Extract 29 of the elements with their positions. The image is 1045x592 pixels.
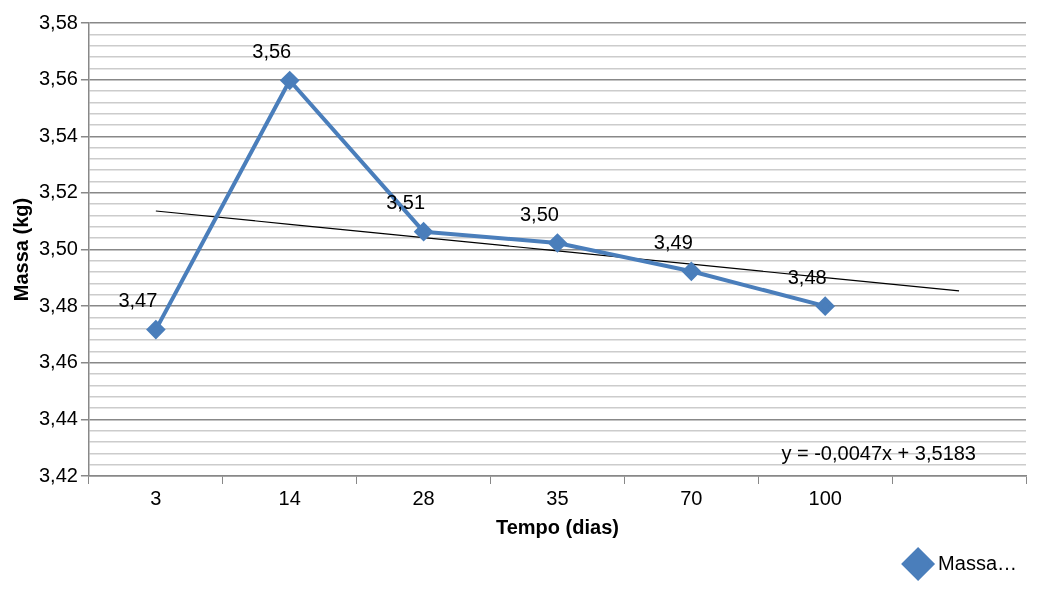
point xyxy=(280,71,299,90)
annotation: y = -0,0047x + 3,5183 xyxy=(781,441,976,464)
x-tick-label: 70 xyxy=(680,486,703,509)
y-axis-title: Massa (kg) xyxy=(9,197,32,302)
y-tick-label: 3,42 xyxy=(38,463,78,486)
x-axis-title: Tempo (dias) xyxy=(495,515,619,538)
x-tick-label: 35 xyxy=(546,486,569,509)
point xyxy=(414,222,433,241)
y-tick-label: 3,44 xyxy=(38,406,78,429)
y-tick-label: 3,48 xyxy=(38,293,78,316)
y-tick-label: 3,58 xyxy=(38,10,78,33)
x-tick-label: 14 xyxy=(278,486,301,509)
y-tick-label: 3,54 xyxy=(38,123,78,146)
x-tick-label: 100 xyxy=(808,486,842,509)
data-label: 3,49 xyxy=(653,230,693,253)
data-label: 3,47 xyxy=(118,289,158,312)
x-tick-label: 3 xyxy=(150,486,162,509)
data-label: 3,50 xyxy=(519,202,559,225)
point xyxy=(548,233,567,252)
legend-label: Massa… xyxy=(938,551,1017,574)
x-tick-label: 28 xyxy=(412,486,435,509)
point xyxy=(816,297,835,316)
y-tick-label: 3,46 xyxy=(38,350,78,373)
data-label: 3,56 xyxy=(252,39,292,62)
y-tick-label: 3,56 xyxy=(38,67,78,90)
point xyxy=(682,262,701,281)
point xyxy=(146,320,165,339)
y-tick-label: 3,52 xyxy=(38,180,78,203)
y-tick-label: 3,50 xyxy=(38,237,78,260)
